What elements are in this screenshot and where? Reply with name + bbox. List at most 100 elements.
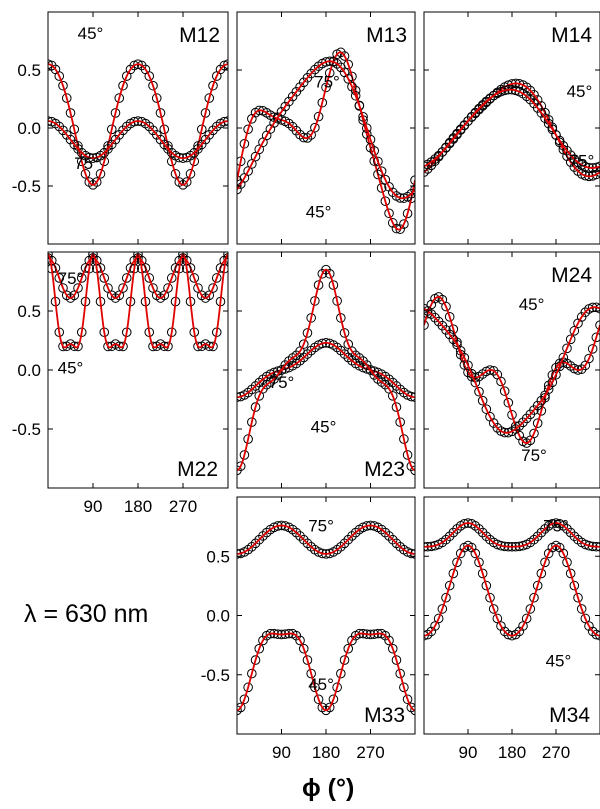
series-m22-b (48, 252, 228, 352)
data-point (540, 113, 550, 123)
data-point (170, 169, 181, 179)
angle-annotation: 45° (519, 295, 545, 314)
data-point (430, 621, 440, 631)
data-point (287, 91, 298, 102)
data-point (387, 391, 398, 401)
data-point (272, 370, 283, 380)
data-point (410, 465, 415, 476)
data-point (103, 283, 113, 293)
y-tick-label: 0.5 (17, 61, 41, 80)
panel-m34: 90 180 270 75° 45° M34 (423, 496, 600, 762)
data-point (114, 290, 125, 301)
data-point (58, 283, 68, 293)
data-point (243, 682, 253, 693)
x-tick-label: 90 (272, 743, 291, 762)
data-point (529, 428, 539, 439)
angle-annotation: 45° (308, 675, 334, 694)
x-tick-label: 270 (542, 743, 570, 762)
data-point (503, 397, 514, 408)
fit-line (237, 341, 415, 399)
data-point (254, 643, 265, 654)
data-point (587, 626, 598, 637)
data-point (562, 343, 572, 354)
data-point (298, 534, 309, 545)
data-point (243, 434, 253, 444)
data-point (430, 154, 440, 164)
data-point (276, 106, 287, 117)
panel-title: M22 (177, 458, 218, 481)
data-point (580, 307, 591, 317)
data-point (395, 668, 405, 679)
data-point (406, 391, 415, 402)
x-tick-label: 180 (498, 743, 526, 762)
data-point (532, 103, 543, 113)
data-point (532, 400, 543, 411)
data-point (448, 568, 459, 579)
data-point (343, 534, 354, 545)
data-point (481, 404, 492, 414)
y-tick-label: -0.5 (12, 420, 41, 439)
data-point (595, 303, 600, 314)
data-point (380, 630, 391, 641)
data-point (306, 668, 316, 679)
data-point (254, 534, 265, 545)
data-point (336, 668, 346, 679)
wavelength-note: λ = 630 nm (24, 600, 148, 628)
data-point (426, 309, 437, 319)
data-point (503, 629, 514, 640)
data-point (336, 47, 346, 58)
data-point (298, 339, 309, 349)
panel-title: M24 (551, 264, 592, 287)
data-point (410, 184, 415, 195)
data-point (402, 450, 413, 460)
data-point (324, 268, 335, 279)
data-point (410, 705, 415, 716)
data-point (410, 175, 415, 185)
data-point (106, 124, 117, 135)
data-point (459, 352, 470, 363)
data-point (470, 521, 481, 531)
data-point (144, 71, 155, 81)
data-point (380, 196, 391, 206)
data-point (565, 568, 576, 579)
data-point (496, 621, 506, 631)
fit-line (48, 120, 228, 160)
angle-annotation: 75° (569, 151, 595, 170)
data-point (148, 283, 158, 293)
data-point (573, 592, 583, 603)
data-point (243, 124, 253, 135)
angle-annotation: 45° (58, 359, 84, 378)
data-point (328, 694, 339, 705)
data-point (196, 139, 207, 150)
data-point (247, 541, 257, 552)
data-point (302, 328, 313, 338)
data-point (391, 655, 402, 665)
angle-annotation: 45° (311, 418, 337, 437)
data-point (247, 668, 257, 679)
data-point (291, 86, 302, 97)
data-point (452, 524, 462, 534)
data-point (310, 64, 320, 75)
data-point (474, 557, 484, 568)
data-point (65, 134, 76, 145)
panel-title: M14 (551, 24, 592, 47)
data-point (569, 154, 580, 164)
data-point (547, 377, 558, 388)
data-point (492, 423, 503, 433)
panel-m24: 45° 75° M24 (423, 251, 600, 489)
data-point (562, 524, 572, 534)
data-point (496, 376, 506, 387)
data-point (452, 557, 462, 568)
data-point (463, 360, 473, 371)
data-point (73, 283, 83, 293)
data-point (558, 352, 569, 363)
data-point (258, 531, 268, 541)
data-point (69, 124, 80, 135)
data-point (239, 138, 250, 149)
panel-m33: -0.5 0.0 0.5 90 180 270 75° 45° M33 (201, 496, 416, 762)
data-point (470, 377, 481, 388)
series-m34-a (424, 518, 600, 552)
data-point (65, 108, 76, 118)
data-point (343, 643, 354, 654)
series-m13-b (237, 56, 415, 203)
